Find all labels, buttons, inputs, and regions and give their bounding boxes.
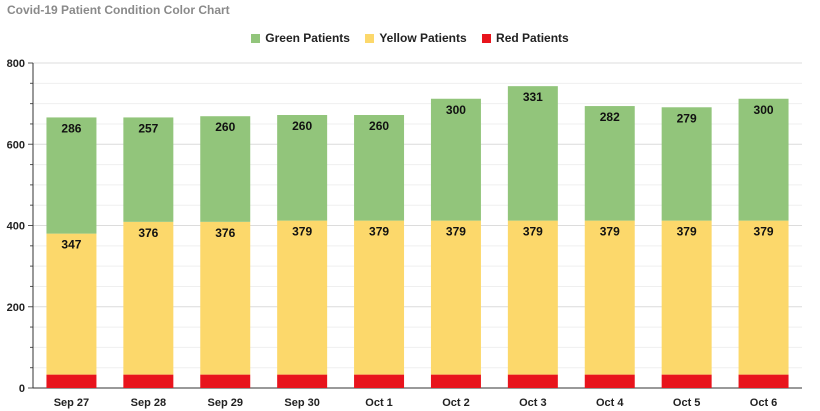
x-tick-label: Sep 29 [208, 397, 243, 409]
data-label-yellow-patients: 379 [523, 225, 543, 239]
bar-yellow-patients[interactable] [738, 220, 789, 375]
x-tick-label: Oct 5 [673, 397, 701, 409]
bar-green-patients[interactable] [584, 106, 635, 221]
y-tick-label: 0 [19, 383, 25, 395]
data-label-green-patients: 300 [754, 103, 774, 117]
legend-item-yellow[interactable]: Yellow Patients [365, 30, 467, 45]
x-tick-label: Sep 28 [131, 397, 166, 409]
bar-red-patients[interactable] [200, 374, 251, 388]
y-tick-label: 600 [7, 139, 25, 151]
bar-red-patients[interactable] [354, 374, 405, 388]
data-label-green-patients: 282 [600, 110, 620, 124]
x-tick-label: Oct 6 [750, 397, 778, 409]
data-label-yellow-patients: 379 [292, 225, 312, 239]
bar-yellow-patients[interactable] [354, 220, 405, 375]
data-label-yellow-patients: 379 [677, 225, 697, 239]
bar-yellow-patients[interactable] [123, 221, 174, 375]
data-label-green-patients: 257 [138, 121, 158, 135]
legend-item-green[interactable]: Green Patients [251, 31, 350, 45]
x-tick-label: Sep 27 [54, 397, 89, 409]
bar-red-patients[interactable] [123, 374, 174, 388]
data-label-yellow-patients: 379 [600, 225, 620, 239]
bar-green-patients[interactable] [661, 107, 712, 221]
bar-red-patients[interactable] [507, 374, 558, 388]
bar-red-patients[interactable] [661, 374, 712, 388]
bar-yellow-patients[interactable] [200, 221, 251, 375]
x-tick-label: Oct 4 [596, 397, 624, 409]
data-label-yellow-patients: 347 [61, 238, 81, 252]
legend-swatch-red [482, 33, 492, 43]
bar-green-patients[interactable] [277, 115, 328, 221]
data-label-green-patients: 286 [61, 121, 81, 135]
data-label-green-patients: 260 [215, 120, 235, 134]
bar-green-patients[interactable] [200, 116, 251, 222]
bar-red-patients[interactable] [430, 374, 481, 388]
legend-item-red[interactable]: Red Patients [482, 31, 569, 45]
bar-red-patients[interactable] [584, 374, 635, 388]
y-tick-label: 400 [7, 221, 25, 233]
bar-red-patients[interactable] [738, 374, 789, 388]
data-label-yellow-patients: 379 [754, 225, 774, 239]
data-label-yellow-patients: 379 [446, 225, 466, 239]
x-tick-label: Oct 2 [442, 397, 470, 409]
legend-label-red: Red Patients [496, 30, 569, 45]
data-label-green-patients: 331 [523, 90, 543, 104]
bar-yellow-patients[interactable] [430, 220, 481, 375]
bar-yellow-patients[interactable] [507, 220, 558, 375]
legend-label-green: Green Patients [265, 30, 350, 45]
x-tick-label: Oct 3 [519, 397, 547, 409]
data-label-green-patients: 279 [677, 111, 697, 125]
legend: Green Patients Yellow Patients Red Patie… [0, 30, 820, 45]
bar-yellow-patients[interactable] [277, 220, 328, 375]
data-label-green-patients: 260 [292, 119, 312, 133]
bar-green-patients[interactable] [46, 117, 97, 234]
bar-green-patients[interactable] [430, 98, 481, 221]
bar-green-patients[interactable] [123, 117, 174, 222]
y-tick-label: 800 [7, 58, 25, 70]
legend-swatch-green [251, 33, 261, 43]
data-label-green-patients: 260 [369, 119, 389, 133]
legend-swatch-yellow [365, 33, 375, 43]
bar-yellow-patients[interactable] [584, 220, 635, 375]
x-tick-label: Oct 1 [365, 397, 393, 409]
bar-green-patients[interactable] [738, 98, 789, 221]
bar-green-patients[interactable] [354, 115, 405, 221]
bar-green-patients[interactable] [507, 86, 558, 221]
legend-label-yellow: Yellow Patients [379, 30, 467, 45]
chart-title: Covid-19 Patient Condition Color Chart [7, 3, 230, 17]
bar-yellow-patients[interactable] [46, 233, 97, 375]
bar-yellow-patients[interactable] [661, 220, 712, 375]
data-label-yellow-patients: 376 [138, 226, 158, 240]
data-label-yellow-patients: 379 [369, 225, 389, 239]
x-tick-label: Sep 30 [284, 397, 319, 409]
bar-red-patients[interactable] [46, 374, 97, 388]
bar-red-patients[interactable] [277, 374, 328, 388]
data-label-green-patients: 300 [446, 103, 466, 117]
data-label-yellow-patients: 376 [215, 226, 235, 240]
y-tick-label: 200 [7, 302, 25, 314]
